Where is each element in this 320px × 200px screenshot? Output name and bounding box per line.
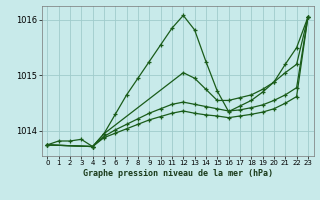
X-axis label: Graphe pression niveau de la mer (hPa): Graphe pression niveau de la mer (hPa) — [83, 169, 273, 178]
